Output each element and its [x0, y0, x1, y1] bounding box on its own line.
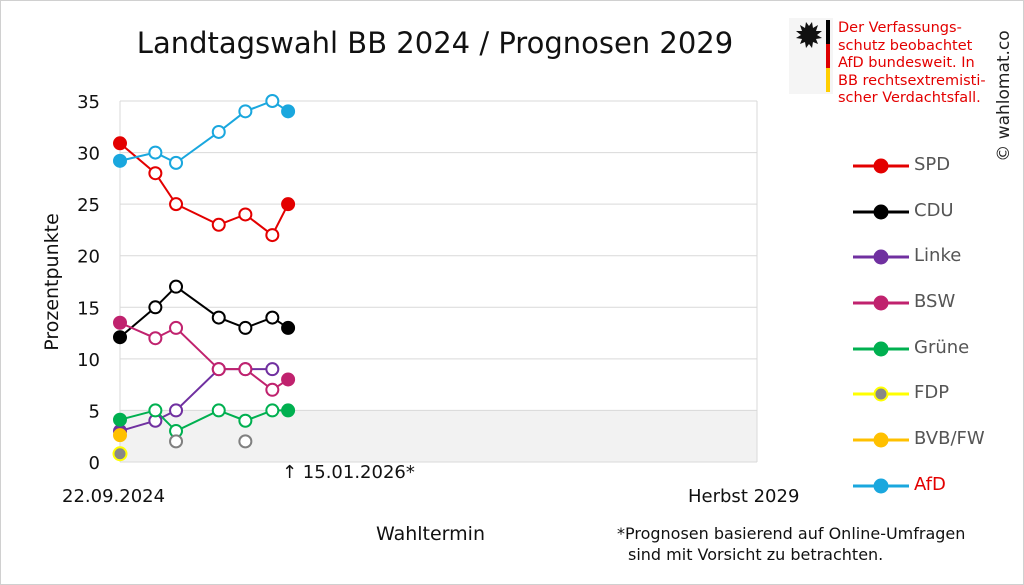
series-line-spd [119, 142, 289, 237]
poll-point-bsw [211, 362, 226, 377]
eagle-emblem-icon [789, 18, 833, 94]
poll-point-cdu [238, 320, 253, 335]
legend-item-afd: AfD [852, 468, 1017, 514]
legend-item-spd: SPD [852, 148, 1017, 194]
result-point-bvb-fw [113, 428, 127, 443]
poll-point-spd [169, 197, 184, 212]
poll-point-bsw [265, 382, 280, 397]
poll-point-afd [211, 124, 226, 139]
legend-item-fdp: FDP [852, 376, 1017, 422]
poll-point-afd [169, 155, 184, 170]
poll-point-fdp [238, 434, 253, 449]
x-end-label: Herbst 2029 [688, 486, 800, 507]
result-point-bsw [113, 315, 127, 330]
current-point-grüne [281, 403, 296, 418]
poll-point-bsw [238, 362, 253, 377]
legend-swatch [853, 204, 909, 220]
poll-point-bsw [169, 320, 184, 335]
poll-point-spd [238, 207, 253, 222]
poll-point-afd [238, 104, 253, 119]
poll-point-linke [169, 403, 184, 418]
poll-point-grüne [211, 403, 226, 418]
poll-point-afd [265, 94, 280, 108]
copyright-text: © wahlomat.co [994, 30, 1014, 162]
poll-point-cdu [169, 279, 184, 294]
legend-label: AfD [914, 473, 946, 495]
legend-label: FDP [914, 382, 950, 404]
y-tick-label: 20 [77, 247, 100, 268]
y-tick-label: 30 [77, 144, 100, 165]
notice-line: schutz beobachtet [838, 37, 973, 54]
x-start-label: 22.09.2024 [62, 486, 166, 507]
legend-item-linke: Linke [852, 239, 1017, 285]
y-tick-label: 25 [77, 195, 100, 216]
poll-point-grüne [238, 413, 253, 428]
series-line-afd [119, 99, 289, 165]
notice-line: AfD bundesweit. In [838, 55, 975, 71]
y-tick-label: 10 [77, 350, 100, 371]
notice-line: BB rechtsextremisti- [838, 72, 986, 89]
poll-point-cdu [148, 300, 163, 315]
legend-item-cdu: CDU [852, 194, 1017, 240]
legend-label: SPD [914, 154, 951, 175]
result-point-cdu [113, 330, 127, 345]
legend-swatch [853, 295, 909, 311]
verfassungsschutz-notice: Der Verfassungs- schutz beobachtet AfD b… [838, 20, 998, 108]
notice-line: scher Verdachtsfall. [838, 90, 981, 106]
series-line-cdu [119, 285, 289, 338]
current-point-afd [281, 104, 296, 119]
x-axis-label: Wahltermin [376, 523, 485, 545]
poll-point-spd [211, 217, 226, 232]
poll-point-linke [265, 362, 280, 377]
legend-item-bsw: BSW [852, 285, 1017, 331]
y-tick-label: 35 [77, 92, 100, 113]
result-point-fdp [112, 446, 128, 462]
chart-title: Landtagswahl BB 2024 / Prognosen 2029 [136, 26, 734, 60]
poll-point-cdu [211, 310, 226, 325]
legend-swatch [853, 478, 909, 494]
series-line-bsw [119, 321, 289, 392]
notice-line: Der Verfassungs- [838, 20, 962, 36]
poll-point-cdu [265, 310, 280, 325]
legend-label: BSW [914, 291, 956, 313]
y-tick-label: 0 [89, 453, 100, 474]
legend-label: Linke [914, 245, 962, 267]
poll-point-fdp [169, 434, 184, 449]
poll-point-grüne [148, 403, 163, 418]
threshold-band [120, 410, 757, 462]
legend-label: CDU [914, 199, 954, 221]
footnote-line-1: *Prognosen basierend auf Online-Umfragen [617, 524, 966, 543]
legend-swatch [853, 432, 909, 448]
result-point-afd [113, 153, 127, 168]
poll-point-spd [148, 166, 163, 181]
legend-swatch [853, 158, 909, 174]
y-axis-label: Prozentpunkte [41, 213, 63, 351]
legend-label: Grüne [914, 336, 970, 358]
poll-point-bsw [148, 331, 163, 346]
y-tick-label: 15 [77, 298, 100, 319]
legend: SPD CDU Linke BSW Grüne FDP BVB/FW AfD [852, 148, 1017, 514]
current-date-marker: ↑ 15.01.2026* [282, 462, 415, 483]
current-point-spd [281, 197, 296, 212]
footnote: *Prognosen basierend auf Online-Umfragen… [617, 523, 965, 565]
poll-point-grüne [265, 403, 280, 418]
current-point-cdu [281, 320, 296, 335]
legend-item-bvb-fw: BVB/FW [852, 422, 1017, 468]
poll-point-afd [148, 145, 163, 160]
legend-swatch [853, 386, 909, 402]
footnote-line-2: sind mit Vorsicht zu betrachten. [628, 545, 884, 564]
result-point-spd [113, 136, 127, 151]
result-point-grüne [113, 412, 127, 427]
legend-item-grüne: Grüne [852, 331, 1017, 377]
current-point-bsw [281, 372, 296, 387]
legend-label: BVB/FW [914, 428, 985, 450]
legend-swatch [853, 249, 909, 265]
poll-point-spd [265, 228, 280, 243]
legend-swatch [853, 341, 909, 357]
y-tick-label: 5 [89, 401, 100, 422]
